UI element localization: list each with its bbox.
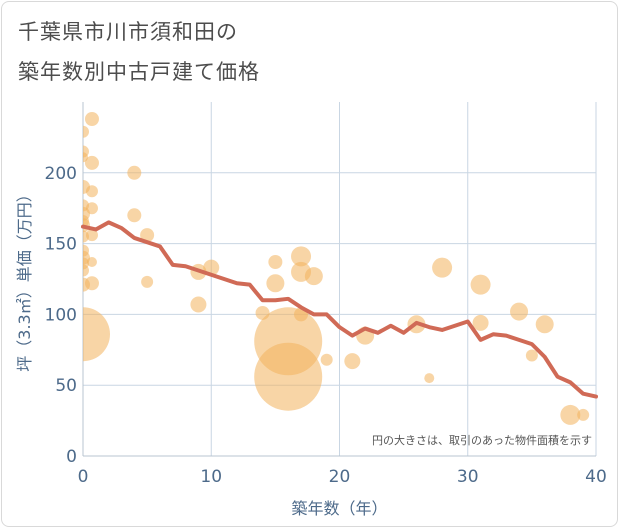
data-bubble	[84, 155, 99, 170]
y-tick-label: 0	[66, 447, 77, 467]
data-bubble	[291, 246, 312, 267]
data-bubble	[127, 208, 142, 223]
data-bubble	[254, 342, 323, 411]
data-bubble	[344, 353, 361, 370]
chart-title-line-1: 千葉県市川市須和田の	[18, 20, 238, 44]
data-bubble	[320, 353, 333, 366]
y-tick-label: 100	[45, 305, 77, 325]
data-bubble	[84, 276, 99, 291]
data-bubble	[266, 274, 285, 293]
y-tick-label: 50	[55, 376, 77, 396]
data-bubble	[140, 228, 155, 243]
chart-title-line-2: 築年数別中古戸建て価格	[18, 60, 260, 84]
data-bubble	[304, 267, 323, 286]
x-tick-label: 30	[457, 467, 479, 487]
x-axis-title: 築年数（年）	[291, 499, 387, 518]
data-bubble	[268, 255, 283, 270]
data-bubble	[85, 185, 98, 198]
data-bubble	[560, 404, 581, 425]
x-tick-label: 20	[329, 467, 351, 487]
data-bubble	[577, 408, 590, 421]
data-bubble	[85, 229, 98, 242]
x-tick-label: 0	[78, 467, 89, 487]
data-bubble	[141, 275, 154, 288]
data-bubble	[84, 111, 99, 126]
data-bubble	[86, 257, 97, 268]
bubble-size-note: 円の大きさは、取引のあった物件面積を示す	[372, 433, 592, 447]
data-bubble	[472, 314, 489, 331]
data-bubble	[535, 315, 554, 334]
data-bubble	[85, 202, 98, 215]
y-tick-label: 150	[45, 235, 77, 255]
x-tick-label: 10	[200, 467, 222, 487]
data-bubble	[190, 296, 207, 313]
data-bubble	[83, 264, 89, 277]
y-axis-title: 坪（3.3㎡）単価（万円）	[15, 186, 34, 371]
data-bubble	[127, 165, 142, 180]
data-bubble	[83, 125, 89, 138]
data-bubble	[510, 302, 529, 321]
x-tick-label: 40	[585, 467, 607, 487]
data-bubble	[470, 274, 491, 295]
bubble-group	[83, 111, 590, 425]
data-bubble	[525, 349, 538, 362]
y-tick-label: 200	[45, 164, 77, 184]
data-bubble	[432, 257, 453, 278]
data-bubble	[83, 307, 110, 362]
data-bubble	[424, 373, 435, 384]
trend-line	[81, 220, 598, 399]
